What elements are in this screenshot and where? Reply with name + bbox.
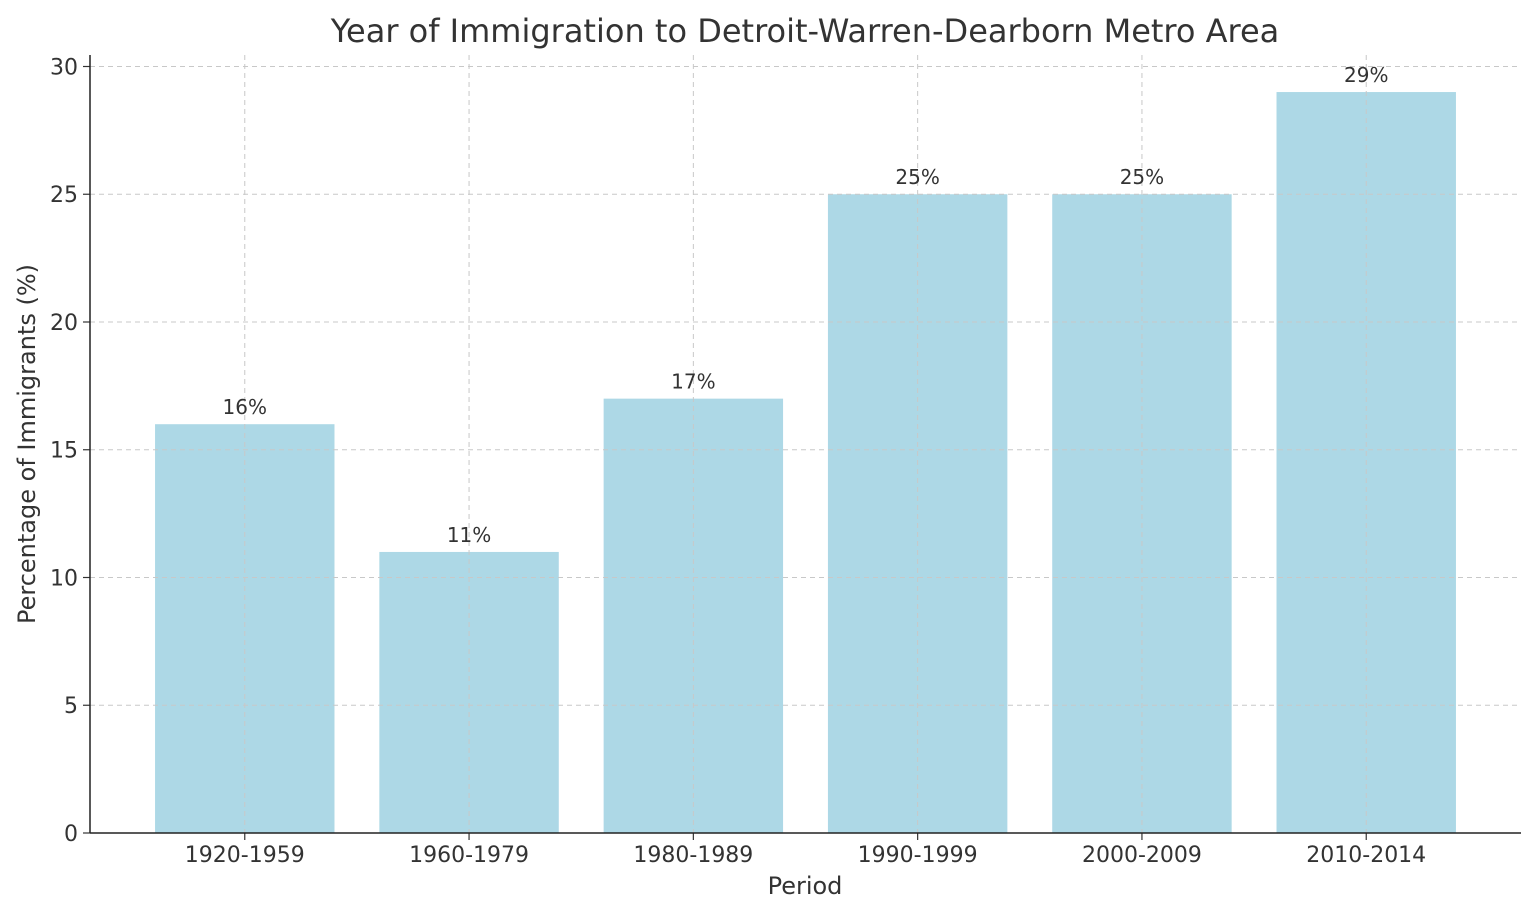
data-labels: 16% 11% 17% 25% 25% 29%	[223, 63, 1389, 547]
axes: 0 5 10 15 20 25 30 1920-1959 1960-1979 1980-1989 1…	[50, 55, 1521, 868]
bar	[379, 551, 559, 833]
y-axis-label: Percentage of Immigrants (%)	[13, 264, 41, 624]
x-tick-label: 1980-1989	[633, 843, 753, 868]
y-tick-label: 30	[50, 55, 78, 80]
x-tick-label: 1990-1999	[858, 843, 978, 868]
y-tick-label: 20	[50, 311, 78, 336]
x-tick-label: 2010-2014	[1306, 843, 1426, 868]
chart-title: Year of Immigration to Detroit-Warren-De…	[330, 12, 1280, 50]
data-label: 17%	[671, 370, 715, 394]
data-label: 25%	[895, 165, 939, 189]
y-tick-label: 0	[64, 822, 78, 847]
data-label: 29%	[1344, 63, 1388, 87]
data-label: 16%	[223, 395, 267, 419]
bars	[155, 92, 1456, 834]
data-label: 11%	[447, 523, 491, 547]
bar	[155, 424, 335, 833]
y-tick-label: 10	[50, 566, 78, 591]
x-axis-label: Period	[768, 872, 843, 900]
data-label: 25%	[1120, 165, 1164, 189]
x-tick-label: 1960-1979	[409, 843, 529, 868]
y-tick-label: 5	[64, 694, 78, 719]
x-tick-label: 2000-2009	[1082, 843, 1202, 868]
y-tick-label: 25	[50, 183, 78, 208]
x-tick-label: 1920-1959	[185, 843, 305, 868]
y-tick-label: 15	[50, 439, 78, 464]
